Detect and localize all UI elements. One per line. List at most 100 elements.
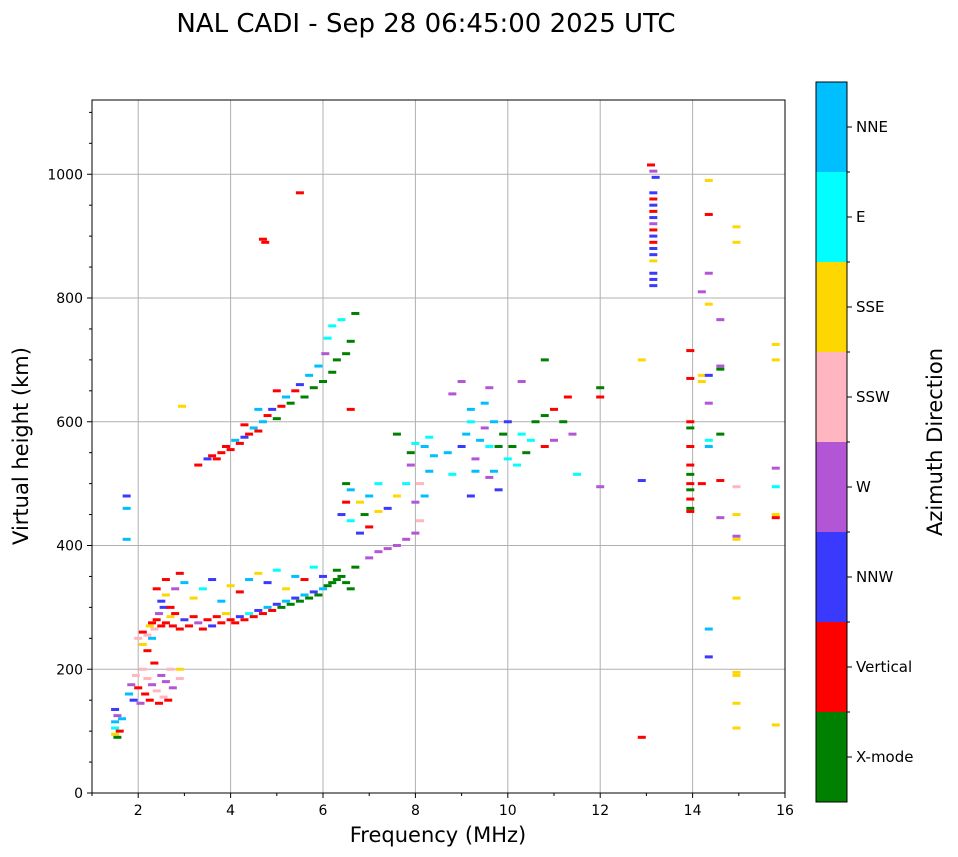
y-axis: 0 200 400 600 800 1000: [47, 111, 92, 802]
data-point: [649, 259, 658, 263]
x-tick-label: 10: [499, 803, 517, 819]
colorbar-segment: [816, 262, 847, 352]
data-point: [323, 336, 332, 340]
data-point: [494, 488, 503, 492]
chart-title: NAL CADI - Sep 28 06:45:00 2025 UTC: [176, 9, 675, 39]
data-point: [113, 735, 122, 739]
data-point: [226, 618, 235, 622]
data-point: [392, 544, 401, 547]
data-point: [254, 407, 263, 411]
data-point: [258, 612, 267, 616]
data-point: [168, 624, 177, 628]
data-point: [217, 451, 226, 455]
data-point: [254, 608, 263, 612]
x-axis-label: Frequency (MHz): [350, 823, 526, 847]
data-point: [154, 612, 163, 616]
data-point: [649, 234, 658, 238]
data-point: [134, 686, 143, 690]
data-point: [113, 714, 122, 718]
data-point: [168, 686, 177, 690]
colorbar-segment: [816, 442, 847, 532]
data-point: [732, 670, 741, 674]
data-point: [716, 516, 725, 520]
data-point: [771, 723, 780, 727]
data-point: [550, 407, 558, 411]
data-point: [351, 311, 360, 315]
data-point: [686, 488, 695, 492]
data-point: [649, 203, 658, 207]
data-point: [402, 537, 411, 541]
data-point: [732, 534, 741, 538]
data-point: [522, 451, 531, 455]
data-point: [148, 621, 157, 625]
data-point: [374, 550, 383, 554]
data-point: [282, 587, 291, 591]
data-point: [189, 615, 198, 619]
colorbar-label: Azimuth Direction: [923, 348, 947, 536]
data-point: [159, 695, 168, 699]
grid-lines: [92, 100, 786, 794]
data-point: [355, 531, 364, 535]
data-point: [175, 667, 184, 671]
data-point: [686, 376, 695, 380]
data-point: [180, 618, 189, 622]
colorbar-segment: [816, 622, 847, 712]
data-point: [282, 395, 291, 399]
data-point: [686, 509, 695, 513]
data-point: [189, 596, 198, 600]
data-point: [321, 352, 330, 356]
data-point: [503, 457, 512, 461]
data-point: [332, 358, 341, 362]
data-point: [489, 469, 498, 473]
data-point: [127, 683, 136, 687]
data-point: [360, 513, 369, 517]
data-point: [559, 420, 568, 424]
data-point: [122, 494, 131, 498]
data-point: [704, 212, 713, 216]
data-point: [346, 519, 355, 523]
data-point: [152, 689, 161, 693]
data-point: [704, 627, 713, 631]
data-point: [328, 581, 337, 585]
data-point: [300, 593, 309, 597]
data-point: [448, 392, 457, 396]
data-point: [161, 578, 170, 582]
data-point: [295, 383, 304, 387]
data-point: [573, 472, 582, 476]
data-point: [268, 407, 277, 411]
data-point: [471, 469, 480, 473]
data-point: [771, 516, 780, 520]
y-tick-label: 800: [56, 291, 83, 307]
colorbar-label-ssw: SSW: [856, 388, 890, 406]
data-point: [300, 578, 309, 582]
data-point: [212, 615, 221, 619]
data-point: [143, 633, 152, 637]
data-point: [508, 445, 517, 448]
data-point: [342, 581, 351, 585]
data-point: [466, 407, 475, 411]
data-point: [686, 506, 695, 510]
data-point: [704, 302, 713, 306]
data-point: [171, 587, 180, 591]
data-point: [480, 401, 489, 405]
data-point: [328, 324, 337, 328]
data-point: [420, 494, 429, 498]
data-point: [291, 389, 300, 393]
data-point: [649, 209, 658, 213]
data-point: [704, 438, 713, 442]
data-point: [732, 225, 741, 229]
colorbar-label-e: E: [856, 208, 865, 226]
data-point: [466, 420, 475, 424]
data-point: [732, 726, 741, 730]
data-point: [240, 423, 249, 427]
data-point: [383, 506, 392, 510]
data-point: [355, 500, 364, 504]
data-point: [157, 599, 166, 603]
data-point: [485, 475, 494, 479]
data-point: [111, 720, 120, 724]
data-point: [716, 364, 725, 368]
data-point: [649, 253, 658, 257]
data-point: [716, 367, 725, 371]
data-point: [462, 432, 471, 436]
data-point: [129, 698, 138, 702]
